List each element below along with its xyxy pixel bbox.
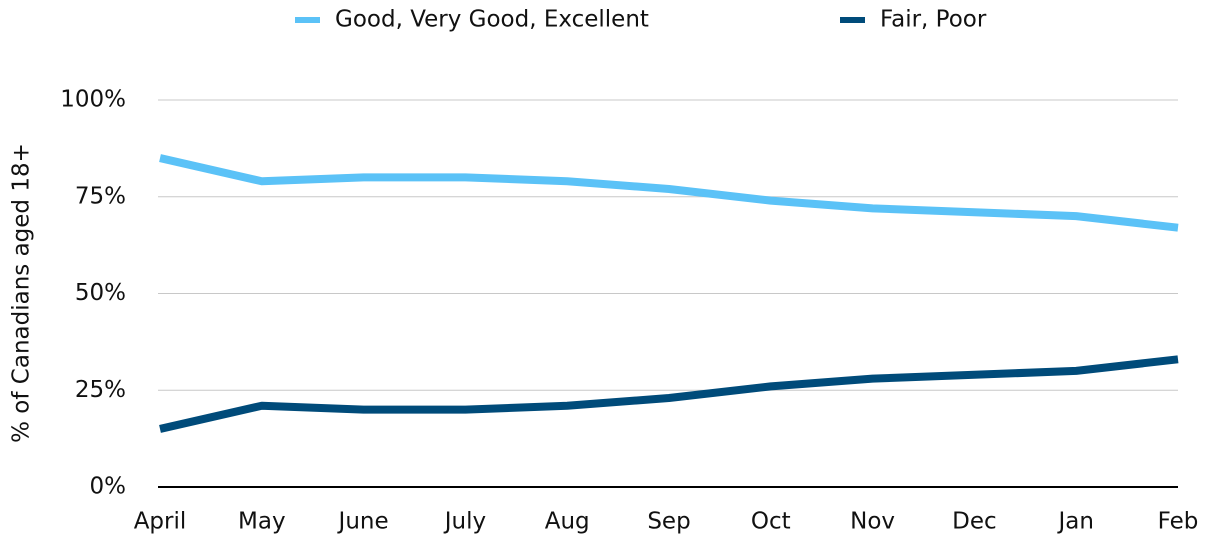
x-tick-label: Dec: [952, 509, 997, 535]
x-tick-label: May: [238, 509, 286, 535]
x-tick-label: Aug: [545, 509, 590, 535]
legend-label: Fair, Poor: [880, 7, 987, 33]
legend-label: Good, Very Good, Excellent: [335, 7, 649, 33]
y-tick-label: 25%: [75, 377, 126, 403]
x-tick-label: Oct: [751, 509, 791, 535]
y-tick-label: 50%: [75, 280, 126, 306]
x-tick-label: Sep: [647, 509, 690, 535]
y-tick-label: 75%: [75, 183, 126, 209]
x-tick-label: July: [443, 509, 486, 535]
line: [159, 154, 1179, 232]
x-tick-label: April: [134, 509, 187, 535]
y-tick-label: 100%: [60, 87, 126, 113]
line: [159, 355, 1179, 433]
x-tick-label: Jan: [1056, 509, 1093, 535]
y-tick-label: 0%: [90, 474, 127, 500]
x-tick-label: Nov: [850, 509, 895, 535]
y-axis-label: % of Canadians aged 18+: [9, 143, 35, 443]
x-tick-label: Feb: [1158, 509, 1199, 535]
x-tick-label: June: [337, 509, 389, 535]
